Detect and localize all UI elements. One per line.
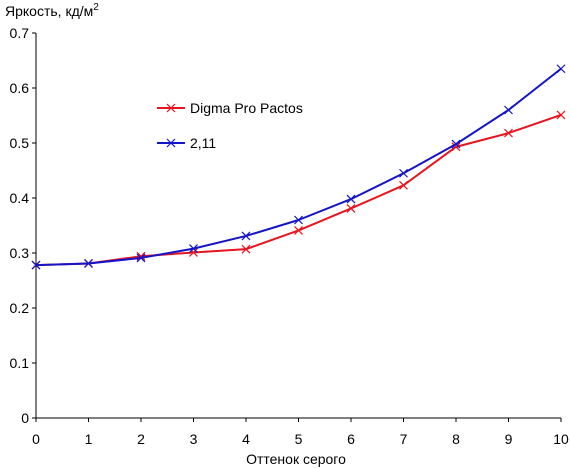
data-point	[451, 142, 461, 152]
series-1	[31, 110, 566, 270]
legend: Digma Pro Pactos 2,11	[157, 100, 303, 151]
y-tick-label: 0.4	[10, 190, 30, 206]
y-ticks: 0 0.1 0.2 0.3 0.4 0.5 0.6 0.7	[10, 25, 36, 426]
x-tick-label: 7	[400, 431, 408, 447]
x-axis-title: Оттенок серого	[246, 451, 346, 467]
data-point	[84, 259, 93, 268]
legend-item: Digma Pro Pactos	[157, 100, 303, 116]
legend-item: 2,11	[157, 135, 216, 151]
data-point	[294, 215, 303, 225]
series-line	[35, 67, 562, 267]
data-point	[189, 244, 198, 254]
x-tick-label: 10	[553, 431, 569, 447]
series-layer	[31, 64, 566, 270]
data-point	[346, 194, 356, 204]
data-point	[556, 110, 566, 120]
data-point	[136, 253, 146, 263]
data-point	[451, 139, 461, 149]
data-point	[399, 168, 408, 178]
y-tick-label: 0.5	[10, 135, 30, 151]
data-point	[241, 231, 251, 241]
x-tick-label: 9	[505, 431, 513, 447]
x-tick-label: 6	[347, 431, 355, 447]
x-tick-label: 4	[242, 431, 250, 447]
y-tick-label: 0.6	[10, 80, 30, 96]
data-point	[294, 226, 303, 235]
x-ticks: 0 1 2 3 4 5 6 7 8 9 10	[32, 418, 569, 447]
series-2	[31, 64, 566, 270]
legend-label: 2,11	[190, 135, 216, 151]
data-point	[504, 105, 513, 115]
x-tick-label: 3	[190, 431, 198, 447]
x-tick-label: 8	[452, 431, 460, 447]
y-tick-label: 0.1	[10, 355, 30, 371]
x-tick-label: 1	[85, 431, 93, 447]
y-tick-label: 0.3	[10, 245, 30, 261]
y-axis-title: Яркость, кд/м2	[5, 2, 99, 19]
x-tick-label: 2	[137, 431, 145, 447]
legend-label: Digma Pro Pactos	[190, 100, 303, 116]
y-tick-label: 0.7	[10, 25, 30, 41]
data-point	[31, 260, 41, 270]
y-axis-title-superscript: 2	[93, 2, 99, 13]
x-tick-label: 5	[295, 431, 303, 447]
y-tick-label: 0.2	[10, 300, 30, 316]
series-line	[35, 114, 562, 267]
x-tick-label: 0	[32, 431, 40, 447]
data-point	[399, 180, 408, 190]
y-tick-label: 0	[21, 410, 29, 426]
data-point	[556, 64, 566, 74]
data-point	[346, 204, 356, 213]
data-point	[241, 244, 251, 254]
data-point	[504, 128, 513, 138]
